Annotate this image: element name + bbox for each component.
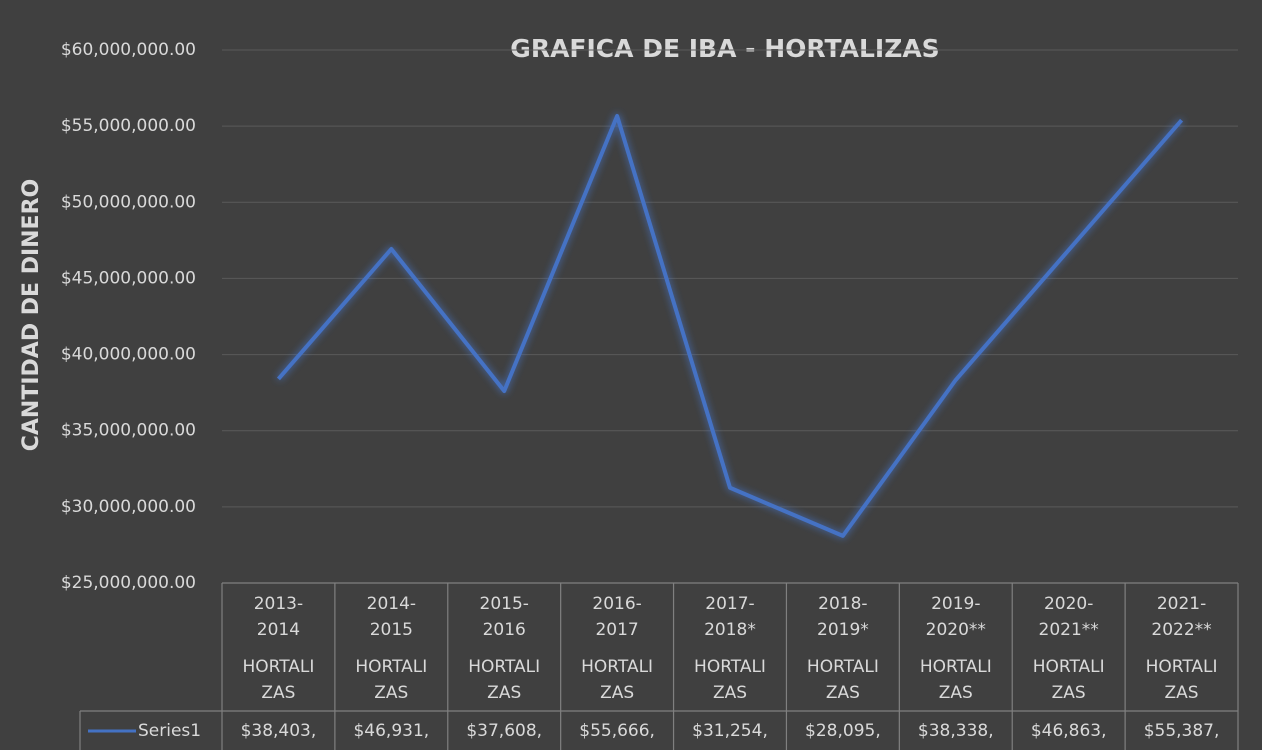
y-tick-label: $50,000,000.00 [61,192,196,212]
x-tick-label: 2016-2017 [592,594,641,640]
x-tick-label: 2017-2018* [704,594,756,640]
y-tick-label: $25,000,000.00 [61,573,196,593]
x-tick-label: 2015-2016 [480,594,529,640]
x-tick-label: 2019-2020** [926,594,986,640]
data-label: $38,338, [918,721,994,741]
data-label: $28,095, [805,721,881,741]
legend-label: Series1 [138,721,201,741]
x-tick-label: 2021-2022** [1151,594,1211,640]
x-group-label: HORTALI ZAS [807,657,879,703]
y-tick-label: $45,000,000.00 [61,268,196,288]
data-label: $55,387, [1144,721,1220,741]
x-group-label: HORTALI ZAS [581,657,653,703]
y-tick-label: $55,000,000.00 [61,116,196,136]
x-group-label: HORTALI ZAS [242,657,314,703]
series-line [276,114,1184,538]
y-tick-label: $35,000,000.00 [61,421,196,441]
data-label: $46,931, [353,721,429,741]
x-group-label: HORTALI ZAS [1146,657,1218,703]
x-tick-label: 2013-2014 [254,594,303,640]
x-group-label: HORTALI ZAS [355,657,427,703]
data-label: $38,403, [241,721,317,741]
y-tick-label: $30,000,000.00 [61,497,196,517]
x-tick-label: 2020-2021** [1039,594,1099,640]
y-tick-label: $40,000,000.00 [61,345,196,365]
x-group-label: HORTALI ZAS [920,657,992,703]
x-group-label: HORTALI ZAS [468,657,540,703]
data-label: $55,666, [579,721,655,741]
y-axis-title: CANTIDAD DE DINERO [19,179,44,451]
data-label: $31,254, [692,721,768,741]
data-label: $37,608, [466,721,542,741]
x-group-label: HORTALI ZAS [1033,657,1105,703]
x-tick-label: 2018-2019* [817,594,869,640]
x-tick-label: 2014-2015 [367,594,416,640]
data-label: $46,863, [1031,721,1107,741]
chart-title: GRAFICA DE IBA - HORTALIZAS [510,34,939,63]
x-group-label: HORTALI ZAS [694,657,766,703]
y-tick-label: $60,000,000.00 [61,40,196,60]
